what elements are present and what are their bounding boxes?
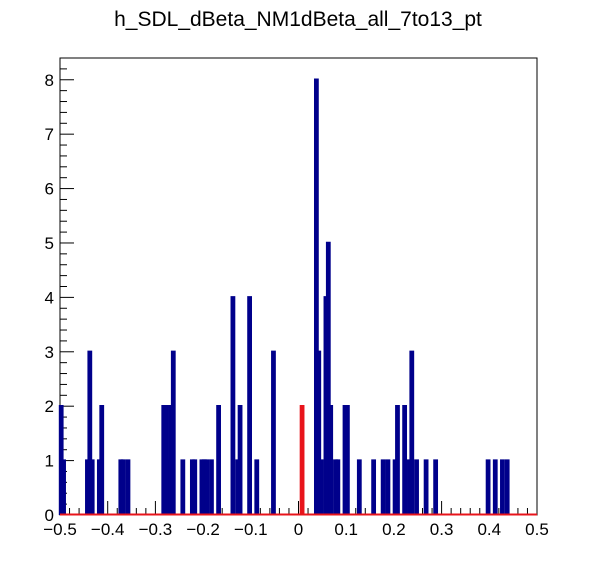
x-tick-label: −0.3 — [139, 520, 173, 539]
y-tick-label: 6 — [45, 180, 54, 199]
y-tick-label: 0 — [45, 506, 54, 525]
histogram-bin — [230, 296, 236, 515]
histogram-bin — [492, 459, 498, 515]
histogram-bin — [335, 459, 341, 515]
histogram-bin — [414, 459, 419, 515]
y-tick-label: 4 — [45, 288, 54, 307]
x-tick-label: 0.2 — [382, 520, 406, 539]
y-axis-tick-labels: 0 1 2 3 4 5 6 7 8 — [45, 71, 54, 525]
y-tick-label: 3 — [45, 343, 54, 362]
y-tick-label: 1 — [45, 452, 54, 471]
histogram-bin — [318, 459, 324, 515]
histogram-bin — [180, 459, 186, 515]
histogram-bin — [380, 459, 386, 515]
histogram-bin — [170, 350, 176, 515]
x-tick-label: −0.4 — [91, 520, 125, 539]
histogram-bin — [313, 78, 319, 515]
histogram-bin — [61, 459, 66, 515]
x-tick-label: 0 — [294, 520, 303, 539]
x-axis-ticks — [59, 501, 538, 515]
histogram-bin — [328, 404, 334, 515]
histogram-bin — [356, 459, 362, 515]
histogram-bin — [485, 459, 491, 515]
x-tick-label: 0.1 — [334, 520, 358, 539]
histogram-bin — [120, 459, 126, 515]
histogram-bin — [345, 404, 350, 515]
histogram-bin — [216, 404, 221, 515]
x-tick-label: −0.2 — [186, 520, 220, 539]
histogram-bin — [371, 459, 377, 515]
histogram-bin — [504, 459, 510, 515]
histogram-bin — [125, 459, 131, 515]
histogram-bin — [500, 459, 505, 515]
histogram-bin — [316, 350, 322, 515]
plot-frame — [59, 57, 538, 516]
x-tick-label: −0.1 — [234, 520, 268, 539]
x-tick-label: 0.4 — [477, 520, 501, 539]
histogram-bin — [192, 459, 198, 515]
x-tick-label: −0.5 — [43, 520, 77, 539]
y-tick-label: 8 — [45, 71, 54, 90]
histogram-bin — [209, 459, 214, 515]
histogram-bin — [385, 459, 391, 515]
x-tick-label: 0.5 — [525, 520, 549, 539]
histogram-series-0 — [58, 78, 537, 516]
y-tick-label: 2 — [45, 397, 54, 416]
histogram-bin — [299, 404, 305, 515]
histogram-bin — [237, 404, 243, 515]
chart-title: h_SDL_dBeta_NM1dBeta_all_7to13_pt — [114, 8, 482, 31]
histogram-bin — [254, 459, 260, 515]
histogram-bin — [423, 459, 429, 515]
histogram-bin — [87, 350, 93, 515]
histogram-bin — [395, 404, 400, 515]
histogram-bin — [271, 350, 276, 515]
y-tick-label: 7 — [45, 125, 54, 144]
histogram-bin — [325, 241, 331, 515]
histogram-series-1 — [60, 404, 537, 516]
histogram-bin — [99, 404, 105, 515]
histogram-bin — [89, 459, 95, 515]
histogram-bin — [433, 459, 439, 515]
histogram-bin — [247, 296, 252, 515]
y-tick-label: 5 — [45, 234, 54, 253]
histogram-bin — [409, 350, 415, 515]
x-axis-tick-labels: −0.5 −0.4 −0.3 −0.2 −0.1 0 0.1 0.2 0.3 0.4 0.5 — [43, 520, 549, 539]
histogram-bin — [204, 459, 210, 515]
histogram-bin — [402, 404, 408, 515]
histogram-series — [58, 78, 537, 516]
x-tick-label: 0.3 — [430, 520, 454, 539]
